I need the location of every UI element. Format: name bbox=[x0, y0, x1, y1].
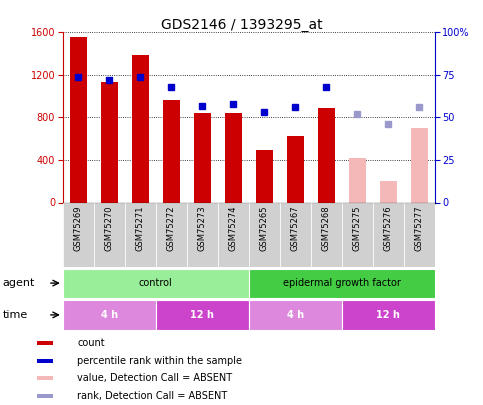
Text: value, Detection Call = ABSENT: value, Detection Call = ABSENT bbox=[77, 373, 233, 383]
Text: 4 h: 4 h bbox=[287, 310, 304, 320]
Bar bbox=[63, 202, 94, 267]
Text: GSM75271: GSM75271 bbox=[136, 206, 145, 251]
Text: GSM75274: GSM75274 bbox=[229, 206, 238, 251]
Text: GSM75277: GSM75277 bbox=[415, 206, 424, 252]
Bar bbox=[380, 181, 397, 202]
Bar bbox=[132, 55, 149, 202]
Text: GSM75272: GSM75272 bbox=[167, 206, 176, 251]
Text: epidermal growth factor: epidermal growth factor bbox=[283, 278, 401, 288]
Bar bbox=[225, 113, 242, 202]
Bar bbox=[194, 113, 211, 202]
Bar bbox=[280, 202, 311, 267]
Text: GSM75270: GSM75270 bbox=[105, 206, 114, 251]
Bar bbox=[38, 376, 53, 380]
Text: control: control bbox=[139, 278, 172, 288]
Bar bbox=[318, 108, 335, 202]
Text: 12 h: 12 h bbox=[190, 310, 214, 320]
Text: agent: agent bbox=[2, 278, 35, 288]
Text: GSM75275: GSM75275 bbox=[353, 206, 362, 251]
Text: percentile rank within the sample: percentile rank within the sample bbox=[77, 356, 242, 366]
Bar bbox=[38, 341, 53, 345]
Bar bbox=[70, 37, 87, 202]
Text: 4 h: 4 h bbox=[101, 310, 118, 320]
Bar bbox=[249, 202, 280, 267]
Bar bbox=[373, 202, 404, 267]
Bar bbox=[404, 202, 435, 267]
Bar bbox=[218, 202, 249, 267]
Bar bbox=[287, 136, 304, 202]
Bar bbox=[311, 202, 342, 267]
Bar bbox=[156, 300, 249, 330]
Text: GSM75265: GSM75265 bbox=[260, 206, 269, 251]
Text: GSM75268: GSM75268 bbox=[322, 206, 331, 252]
Bar bbox=[156, 202, 187, 267]
Text: GSM75267: GSM75267 bbox=[291, 206, 300, 252]
Text: GSM75273: GSM75273 bbox=[198, 206, 207, 252]
Bar bbox=[249, 269, 435, 298]
Bar bbox=[163, 100, 180, 202]
Bar bbox=[38, 358, 53, 362]
Bar bbox=[256, 150, 273, 202]
Text: GSM75269: GSM75269 bbox=[74, 206, 83, 251]
Bar bbox=[187, 202, 218, 267]
Bar bbox=[249, 300, 342, 330]
Bar bbox=[342, 300, 435, 330]
Bar bbox=[411, 128, 428, 202]
Bar bbox=[63, 300, 156, 330]
Bar bbox=[63, 269, 249, 298]
Bar bbox=[101, 82, 118, 202]
Text: rank, Detection Call = ABSENT: rank, Detection Call = ABSENT bbox=[77, 390, 227, 401]
Text: time: time bbox=[2, 310, 28, 320]
Bar bbox=[38, 394, 53, 398]
Text: GDS2146 / 1393295_at: GDS2146 / 1393295_at bbox=[161, 18, 322, 32]
Bar bbox=[342, 202, 373, 267]
Bar bbox=[94, 202, 125, 267]
Text: 12 h: 12 h bbox=[376, 310, 400, 320]
Text: count: count bbox=[77, 338, 105, 348]
Bar bbox=[349, 158, 366, 202]
Text: GSM75276: GSM75276 bbox=[384, 206, 393, 252]
Bar bbox=[125, 202, 156, 267]
